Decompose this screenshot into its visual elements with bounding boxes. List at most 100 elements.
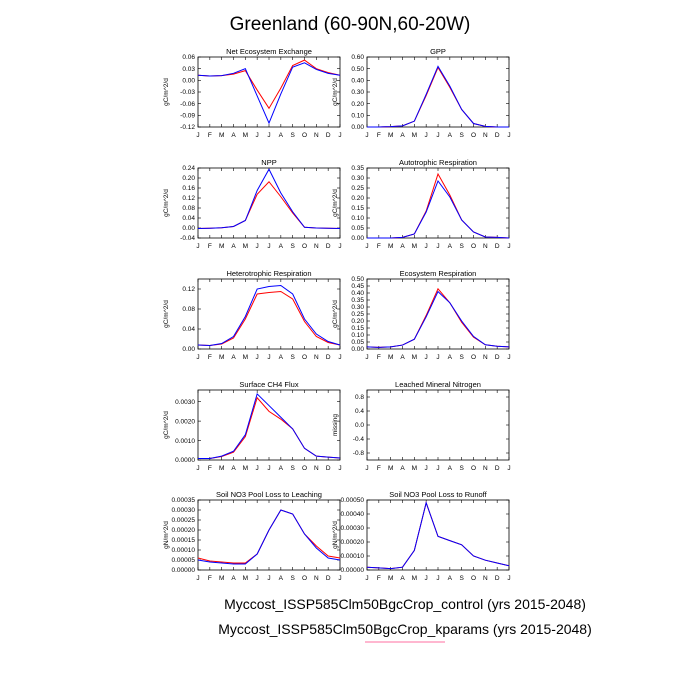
- x-tick-label: J: [196, 243, 199, 250]
- panel-title: NPP: [261, 158, 276, 167]
- x-tick-label: J: [267, 575, 270, 582]
- y-tick-label: 0.00030: [341, 525, 365, 532]
- x-tick-label: J: [267, 132, 270, 139]
- y-tick-label: 0.10: [351, 113, 364, 120]
- x-tick-label: M: [219, 575, 224, 582]
- x-tick-label: D: [326, 243, 331, 250]
- x-tick-label: S: [459, 575, 464, 582]
- x-tick-label: N: [483, 354, 488, 361]
- x-tick-label: J: [338, 243, 341, 250]
- panel-title: Heterotrophic Respiration: [226, 269, 311, 278]
- x-tick-label: F: [377, 465, 381, 472]
- y-tick-label: 0.35: [351, 165, 364, 172]
- x-tick-label: J: [256, 243, 259, 250]
- x-tick-label: A: [400, 243, 405, 250]
- y-tick-label: 0.0000: [175, 457, 195, 464]
- series-line-1: [366, 290, 510, 348]
- panel-title: Soil NO3 Pool Loss to Runoff: [389, 490, 487, 499]
- x-tick-label: O: [471, 354, 476, 361]
- x-tick-label: A: [231, 132, 236, 139]
- y-tick-label: 0.00: [351, 235, 364, 242]
- x-tick-label: F: [377, 243, 381, 250]
- x-tick-label: F: [208, 465, 212, 472]
- series-line-1: [197, 509, 341, 565]
- x-tick-label: S: [290, 132, 295, 139]
- series-line-1: [366, 501, 510, 570]
- x-tick-label: J: [425, 243, 428, 250]
- x-tick-label: D: [326, 465, 331, 472]
- y-tick-label: -0.06: [180, 101, 195, 108]
- x-tick-label: J: [256, 465, 259, 472]
- x-tick-label: D: [326, 575, 331, 582]
- x-tick-label: M: [412, 132, 417, 139]
- x-tick-label: M: [219, 132, 224, 139]
- x-tick-label: M: [388, 354, 393, 361]
- x-tick-label: J: [365, 575, 368, 582]
- x-tick-label: D: [326, 354, 331, 361]
- x-tick-label: J: [365, 354, 368, 361]
- y-tick-label: 0.00040: [341, 511, 365, 518]
- x-tick-label: A: [448, 465, 453, 472]
- x-tick-label: A: [231, 575, 236, 582]
- x-tick-label: A: [448, 354, 453, 361]
- x-tick-label: J: [425, 575, 428, 582]
- y-tick-label: 0.05: [351, 225, 364, 232]
- x-tick-label: M: [388, 132, 393, 139]
- panel-2: NPP-0.040.000.040.080.120.160.200.24J F M A…: [163, 158, 342, 250]
- x-tick-label: A: [448, 243, 453, 250]
- x-tick-label: J: [338, 575, 341, 582]
- panel-6: Surface CH4 Flux 0.0000 0.0010 0.0020 0.0030…: [163, 380, 342, 472]
- x-tick-label: A: [279, 575, 284, 582]
- x-tick-label: A: [231, 354, 236, 361]
- x-tick-label: J: [196, 575, 199, 582]
- x-tick-label: M: [412, 465, 417, 472]
- x-tick-label: M: [412, 354, 417, 361]
- y-axis-label: gC/m^2/d: [163, 78, 170, 106]
- x-tick-label: J: [365, 132, 368, 139]
- panel-title: GPP: [430, 47, 446, 56]
- y-tick-label: 0.40: [351, 78, 364, 85]
- y-tick-label: 0.00: [182, 78, 195, 85]
- x-tick-label: A: [400, 132, 405, 139]
- x-tick-label: O: [302, 132, 307, 139]
- panel-4: Heterotrophic Respiration 0.00 0.04 0.08 0.1…: [163, 269, 342, 361]
- y-tick-label: 0.10: [351, 332, 364, 339]
- panel-0: Net Ecosystem Exchange -0.12 -0.09 -0.06 -0.…: [163, 47, 342, 139]
- x-tick-label: O: [302, 575, 307, 582]
- y-tick-label: 0.25: [351, 311, 364, 318]
- y-tick-label: 0.8: [355, 394, 364, 401]
- plot-frame: [197, 389, 341, 461]
- y-tick-label: -0.03: [180, 89, 195, 96]
- x-tick-label: J: [196, 465, 199, 472]
- y-tick-label: 0.08: [182, 306, 195, 313]
- y-tick-label: 0.24: [182, 165, 195, 172]
- y-tick-label: 0.0020: [175, 418, 195, 425]
- x-tick-label: A: [448, 575, 453, 582]
- x-tick-label: A: [400, 575, 405, 582]
- x-tick-label: A: [279, 465, 284, 472]
- x-tick-label: A: [231, 465, 236, 472]
- x-tick-label: F: [208, 354, 212, 361]
- x-tick-label: F: [377, 132, 381, 139]
- y-tick-label: 0.04: [182, 326, 195, 333]
- series-line-0: [197, 509, 341, 564]
- y-tick-label: 0.35: [351, 297, 364, 304]
- x-tick-label: A: [279, 354, 284, 361]
- y-tick-label: 0.00: [182, 346, 195, 353]
- x-tick-label: J: [267, 243, 270, 250]
- y-tick-label: 0.60: [351, 54, 364, 61]
- panel-3: Autotrophic Respiration 0.00 0.05 0.10 0.15 0…: [332, 158, 511, 250]
- panel-title: Surface CH4 Flux: [239, 380, 298, 389]
- x-tick-label: O: [302, 243, 307, 250]
- y-tick-label: 0.08: [182, 205, 195, 212]
- x-tick-label: J: [365, 243, 368, 250]
- plot-frame: [197, 499, 341, 571]
- x-tick-label: J: [507, 354, 510, 361]
- x-tick-label: J: [425, 465, 428, 472]
- y-tick-label: 0.45: [351, 283, 364, 290]
- y-tick-label: 0.03: [182, 66, 195, 73]
- series-line-0: [367, 66, 509, 128]
- x-tick-label: J: [196, 132, 199, 139]
- y-axis-label: gC/m^2/d: [332, 78, 339, 106]
- y-tick-label: 0.04: [182, 215, 195, 222]
